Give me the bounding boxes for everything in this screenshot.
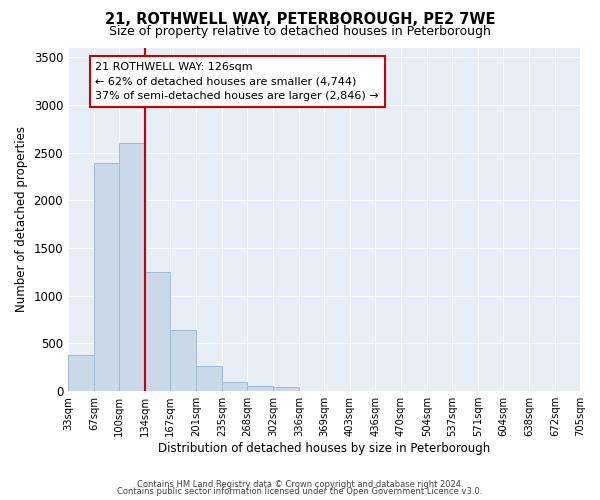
Text: Contains public sector information licensed under the Open Government Licence v3: Contains public sector information licen… [118, 488, 482, 496]
Title: 21, ROTHWELL WAY, PETERBOROUGH, PE2 7WE
Size of property relative to detached ho: 21, ROTHWELL WAY, PETERBOROUGH, PE2 7WE … [0, 499, 1, 500]
Bar [222, 382, 247, 391]
Bar [196, 366, 222, 391]
Bar [273, 388, 299, 391]
Text: 21, ROTHWELL WAY, PETERBOROUGH, PE2 7WE: 21, ROTHWELL WAY, PETERBOROUGH, PE2 7WE [105, 12, 495, 28]
Bar [170, 330, 196, 391]
Bar [247, 386, 273, 391]
Text: 21 ROTHWELL WAY: 126sqm
← 62% of detached houses are smaller (4,744)
37% of semi: 21 ROTHWELL WAY: 126sqm ← 62% of detache… [95, 62, 379, 102]
Bar [94, 163, 119, 391]
Bar [68, 355, 94, 391]
Bar [145, 272, 170, 391]
Text: Contains HM Land Registry data © Crown copyright and database right 2024.: Contains HM Land Registry data © Crown c… [137, 480, 463, 489]
Y-axis label: Number of detached properties: Number of detached properties [15, 126, 28, 312]
Bar [119, 143, 145, 391]
X-axis label: Distribution of detached houses by size in Peterborough: Distribution of detached houses by size … [158, 442, 490, 455]
Text: Size of property relative to detached houses in Peterborough: Size of property relative to detached ho… [109, 25, 491, 38]
